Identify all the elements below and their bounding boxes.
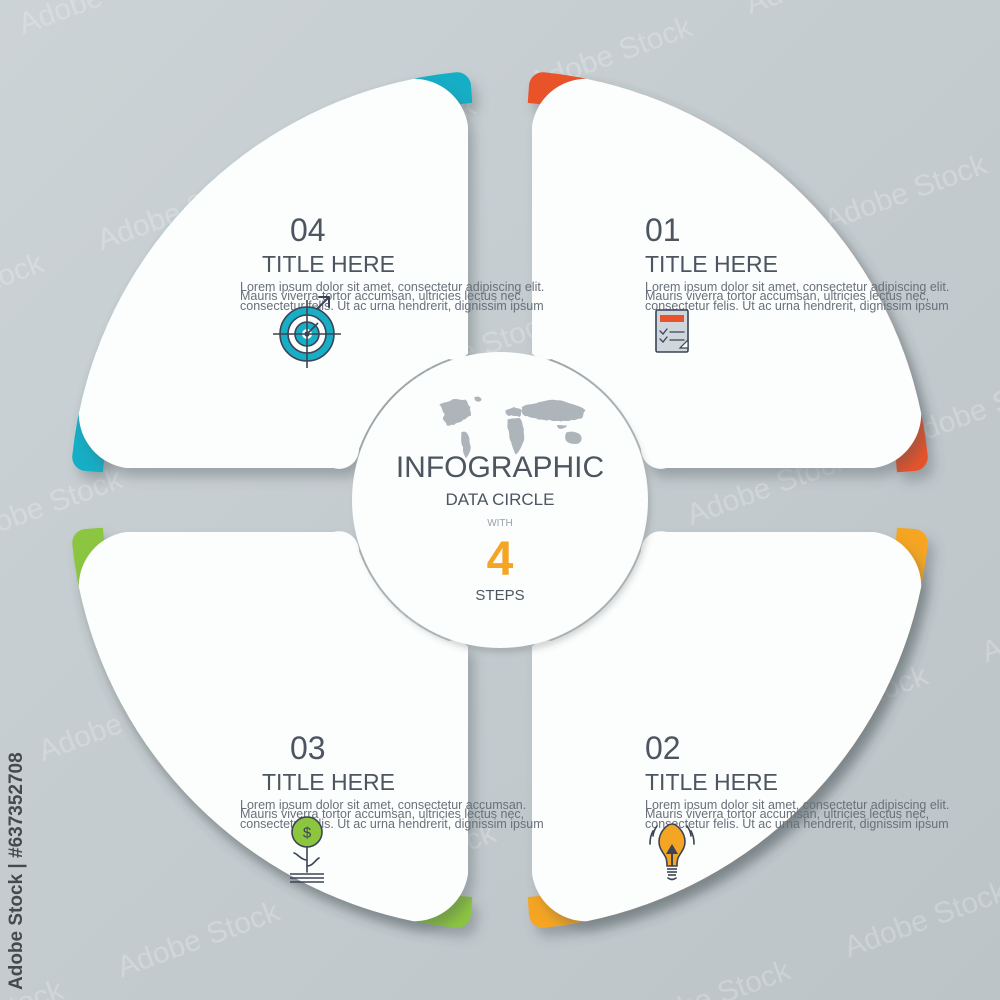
svg-text:4: 4 <box>487 533 514 586</box>
svg-text:consectetur felis. Ut ac urna: consectetur felis. Ut ac urna hendrerit,… <box>240 817 544 831</box>
svg-text:TITLE HERE: TITLE HERE <box>262 251 395 277</box>
svg-text:Adobe Stock | #637352708: Adobe Stock | #637352708 <box>6 752 27 990</box>
svg-text:WITH: WITH <box>487 518 513 529</box>
svg-text:DATA CIRCLE: DATA CIRCLE <box>446 490 555 509</box>
svg-text:STEPS: STEPS <box>475 587 524 604</box>
svg-text:03: 03 <box>290 730 326 766</box>
svg-text:TITLE HERE: TITLE HERE <box>262 769 395 795</box>
svg-text:02: 02 <box>645 730 681 766</box>
svg-text:INFOGRAPHIC: INFOGRAPHIC <box>396 451 604 484</box>
svg-text:TITLE HERE: TITLE HERE <box>645 769 778 795</box>
svg-text:01: 01 <box>645 212 681 248</box>
svg-text:$: $ <box>303 825 312 842</box>
svg-text:04: 04 <box>290 212 326 248</box>
svg-text:TITLE HERE: TITLE HERE <box>645 251 778 277</box>
svg-text:consectetur felis. Ut ac urna: consectetur felis. Ut ac urna hendrerit,… <box>645 299 949 313</box>
svg-text:consectetur felis. Ut ac urna: consectetur felis. Ut ac urna hendrerit,… <box>645 817 949 831</box>
svg-text:consectetur felis. Ut ac urna: consectetur felis. Ut ac urna hendrerit,… <box>240 299 544 313</box>
